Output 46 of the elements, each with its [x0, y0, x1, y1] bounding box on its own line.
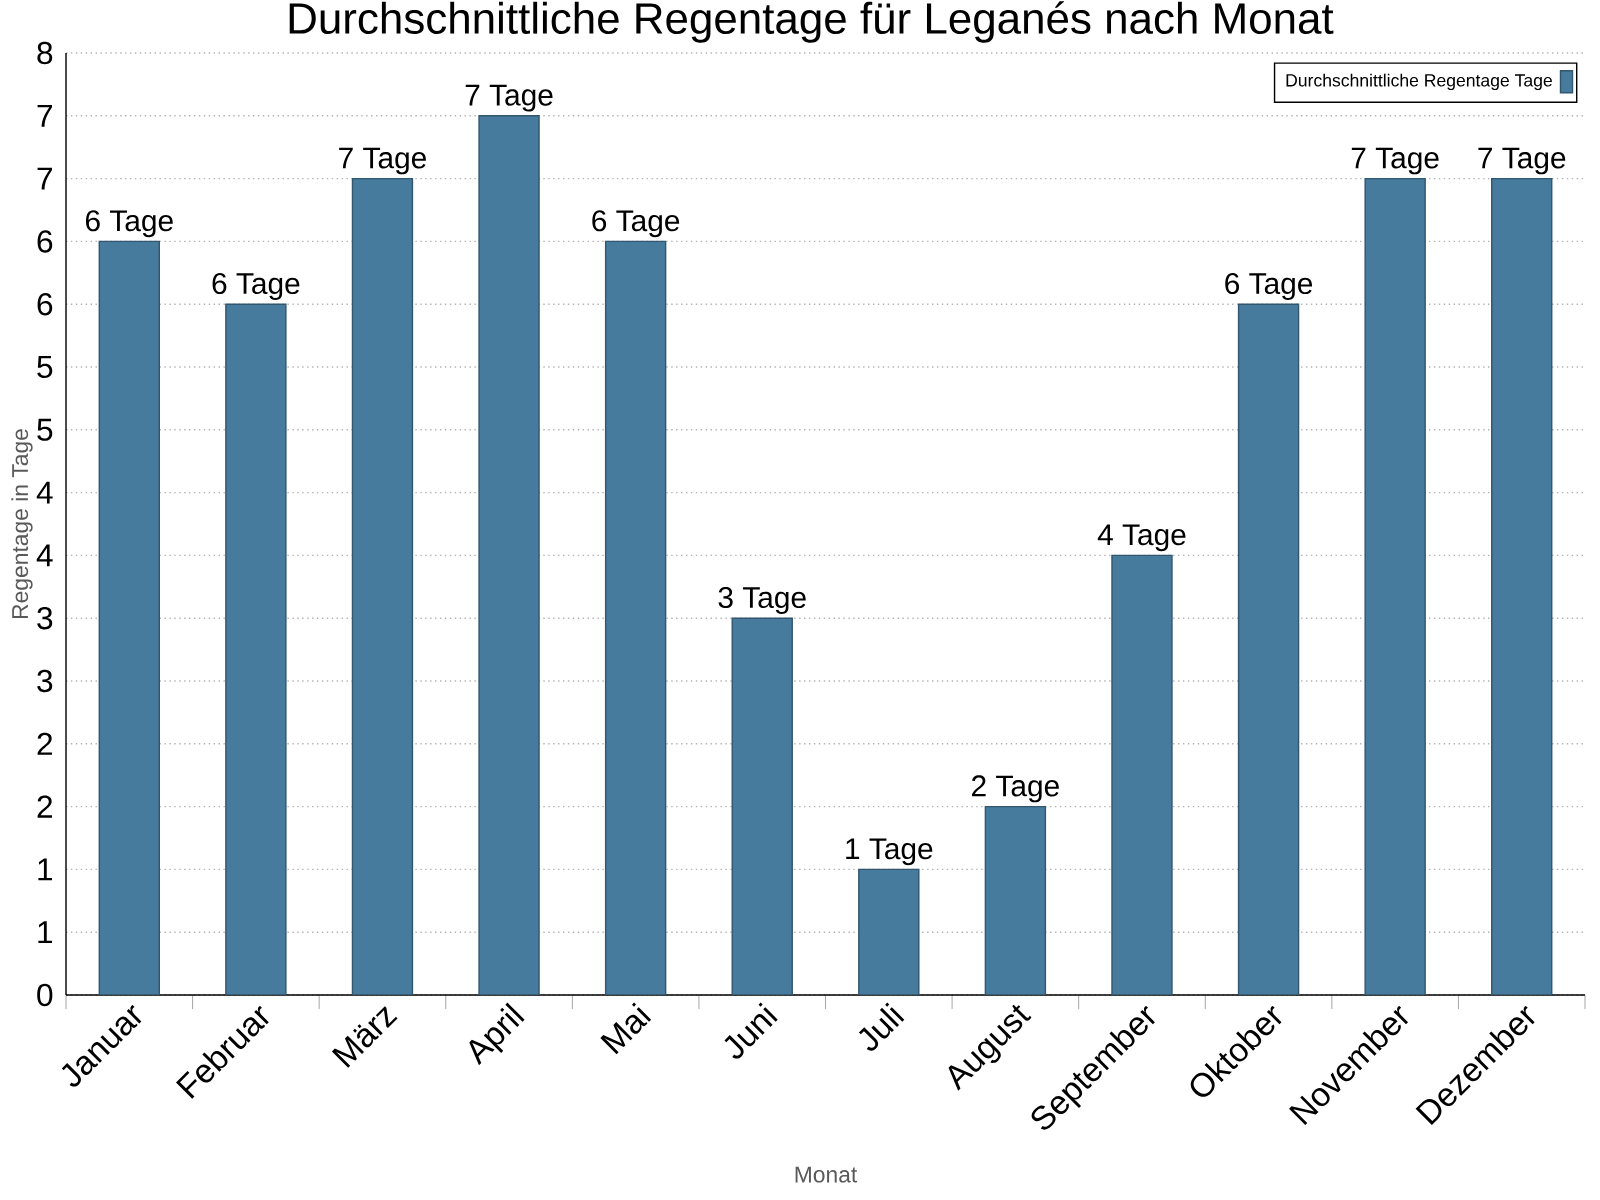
- data-label: 7 Tage: [465, 84, 553, 112]
- bar: [1491, 177, 1553, 996]
- y-tick-label: 4: [36, 544, 53, 567]
- y-axis-title: Regentage in Tage: [11, 429, 33, 619]
- chart-title: Durchschnittliche Regentage für Leganés nach Monat: [289, 1, 1334, 43]
- bar: [98, 240, 160, 996]
- data-label: 2 Tage: [972, 775, 1059, 803]
- bar: [1364, 177, 1426, 996]
- y-tick-label: 5: [37, 418, 53, 441]
- data-label: 7 Tage: [339, 147, 426, 175]
- bar: [604, 240, 667, 996]
- y-tick-label: 2: [37, 732, 52, 755]
- data-label: 6 Tage: [592, 210, 680, 238]
- x-tick-label: Juli: [858, 1002, 905, 1051]
- data-label: 7 Tage: [1351, 147, 1439, 175]
- x-axis-title: Monat: [795, 1166, 858, 1183]
- bar: [1111, 554, 1173, 996]
- legend-label: Durchschnittliche Regentage Tage: [1286, 73, 1552, 91]
- y-tick-label: 6: [37, 230, 53, 253]
- y-tick-label: 7: [37, 104, 52, 127]
- y-tick-label: 4: [36, 481, 53, 504]
- y-tick-label: 1: [38, 858, 53, 881]
- y-tick-label: 0: [37, 983, 53, 1007]
- data-label: 4 Tage: [1097, 524, 1186, 552]
- data-label: 6 Tage: [212, 272, 300, 300]
- data-label: 6 Tage: [85, 210, 173, 238]
- y-tick-label: 6: [37, 293, 53, 316]
- bar: [351, 177, 414, 996]
- data-label: 3 Tage: [718, 586, 806, 614]
- y-tick-label: 2: [37, 795, 52, 818]
- y-tick-label: 3: [37, 669, 53, 693]
- bar: [731, 617, 793, 996]
- y-tick-label: 1: [38, 921, 53, 944]
- bar: [858, 868, 920, 996]
- data-label: 1 Tage: [846, 838, 933, 866]
- y-tick-label: 3: [37, 607, 53, 630]
- bar: [1237, 303, 1300, 996]
- y-tick-label: 5: [37, 355, 53, 379]
- y-tick-label: 7: [37, 167, 52, 190]
- data-label: 6 Tage: [1225, 272, 1313, 300]
- y-tick-label: 8: [37, 41, 53, 65]
- data-label: 7 Tage: [1478, 147, 1566, 175]
- bar: [478, 115, 540, 996]
- bar: [225, 303, 287, 996]
- x-tick-label: Mai: [600, 1002, 652, 1055]
- bar: [984, 805, 1047, 996]
